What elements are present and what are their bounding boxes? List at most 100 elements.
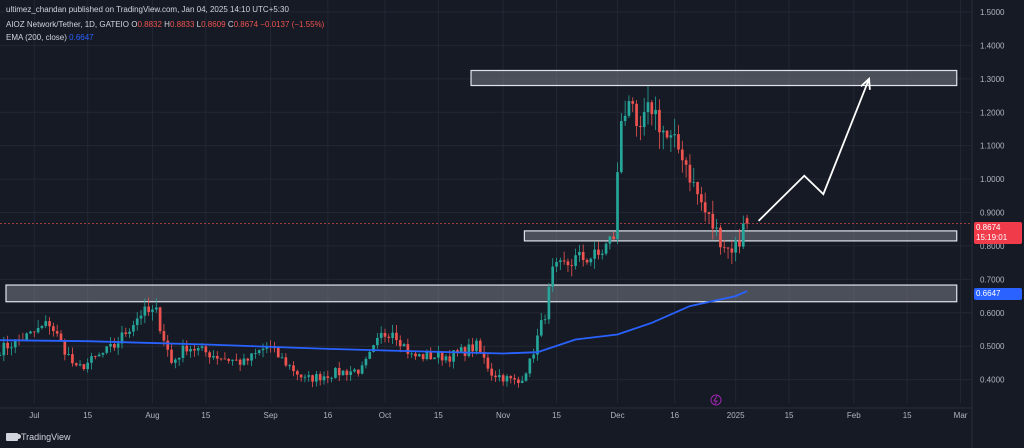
alert-icon[interactable] <box>710 394 722 406</box>
candle-body <box>437 351 440 358</box>
candle-body <box>379 332 383 338</box>
candle-body <box>505 376 509 382</box>
y-tick-label: 1.4000 <box>980 41 1005 50</box>
candle-body <box>608 236 612 244</box>
candle-body <box>234 359 238 361</box>
candle-body <box>684 160 688 165</box>
candle-body <box>147 306 150 312</box>
candle-body <box>311 375 314 382</box>
candle-body <box>654 109 657 115</box>
candle-body <box>417 354 421 357</box>
candle-body <box>612 236 616 240</box>
candle-body <box>25 333 29 341</box>
price-zone <box>470 69 958 87</box>
candle-body <box>402 344 406 347</box>
candle-body <box>730 248 734 253</box>
candle-body <box>486 357 490 369</box>
x-tick-label: Aug <box>145 411 159 420</box>
candle-body <box>570 265 574 266</box>
time-axis[interactable]: Jul 15 Aug 15 Sep 16 Oct 15 Nov 15 Dec 16 2025 15 Feb 1… <box>0 407 972 420</box>
candle-body <box>452 350 455 362</box>
candle-body <box>151 309 154 312</box>
candle-body <box>433 357 436 360</box>
candle-body <box>631 101 635 104</box>
price-axis[interactable]: 0.4000 0.5000 0.6000 0.7000 0.8000 0.9000 1.00… <box>971 0 1005 448</box>
symbol-title[interactable]: AIOZ Network/Tether, 1D, GATEIO <box>6 20 129 29</box>
candle-body <box>616 172 619 240</box>
candle-body <box>261 348 265 351</box>
candle-body <box>539 320 543 336</box>
candle-body <box>48 321 51 327</box>
candle-body <box>326 376 330 378</box>
candle-body <box>36 327 40 333</box>
candle-body <box>353 369 356 372</box>
legend-ema[interactable]: EMA (200, close) 0.6647 <box>6 33 94 42</box>
candle-body <box>6 342 9 349</box>
candle-body <box>440 351 444 361</box>
candle-body <box>600 253 604 255</box>
tradingview-logo-icon <box>6 433 21 441</box>
candle-body <box>318 374 322 381</box>
candle-body <box>337 368 341 376</box>
candle-body <box>680 149 684 161</box>
projection-arrowhead <box>860 76 871 90</box>
footer-brand[interactable]: TradingView <box>6 432 71 442</box>
x-tick-label: Feb <box>847 411 861 420</box>
candle-body <box>315 374 318 382</box>
candle-body <box>490 368 494 376</box>
x-tick-label: 15 <box>434 411 443 420</box>
candle-body <box>528 358 532 374</box>
candle-body <box>650 102 654 115</box>
candle-body <box>738 240 741 247</box>
candle-body <box>215 356 219 359</box>
candle-body <box>120 332 124 344</box>
support-resistance-zones[interactable] <box>5 69 958 303</box>
candle-body <box>341 370 345 376</box>
candle-body <box>113 343 116 348</box>
candle-body <box>635 103 638 127</box>
candle-body <box>238 359 242 365</box>
candle-body <box>212 356 215 358</box>
candle-body <box>90 356 93 363</box>
candle-body <box>547 286 551 320</box>
x-tick-label: 15 <box>552 411 561 420</box>
candle-body <box>410 353 414 355</box>
x-tick-label: Sep <box>264 411 279 420</box>
candle-body <box>722 247 726 249</box>
candle-body <box>585 260 589 263</box>
candle-body <box>715 227 718 229</box>
candle-body <box>364 358 368 366</box>
candle-body <box>692 182 696 183</box>
candle-body <box>471 344 474 352</box>
candlestick-series <box>0 86 749 388</box>
candle-body <box>254 353 257 354</box>
x-tick-label: Oct <box>379 411 392 420</box>
x-tick-label: Jul <box>29 411 39 420</box>
projection-arrow[interactable] <box>757 76 871 222</box>
open-label: O <box>131 20 138 29</box>
candle-body <box>707 212 711 214</box>
candle-body <box>444 356 448 361</box>
x-tick-label: 2025 <box>727 411 745 420</box>
candle-body <box>356 369 360 374</box>
candle-body <box>128 331 131 334</box>
candle-body <box>532 354 535 359</box>
candle-body <box>658 109 661 133</box>
candle-body <box>250 353 253 361</box>
x-tick-label: Dec <box>610 411 624 420</box>
candle-body <box>448 356 452 362</box>
candle-body <box>578 251 581 256</box>
candle-body <box>482 352 486 358</box>
x-tick-label: 15 <box>903 411 912 420</box>
candle-body <box>166 340 170 350</box>
candle-body <box>208 352 211 358</box>
candle-body <box>562 260 566 262</box>
candle-body <box>204 346 208 353</box>
candle-body <box>158 307 162 332</box>
candle-body <box>536 335 539 355</box>
candle-body <box>604 243 608 254</box>
price-zone <box>5 284 958 303</box>
candle-body <box>185 345 189 352</box>
candle-body <box>597 249 600 255</box>
